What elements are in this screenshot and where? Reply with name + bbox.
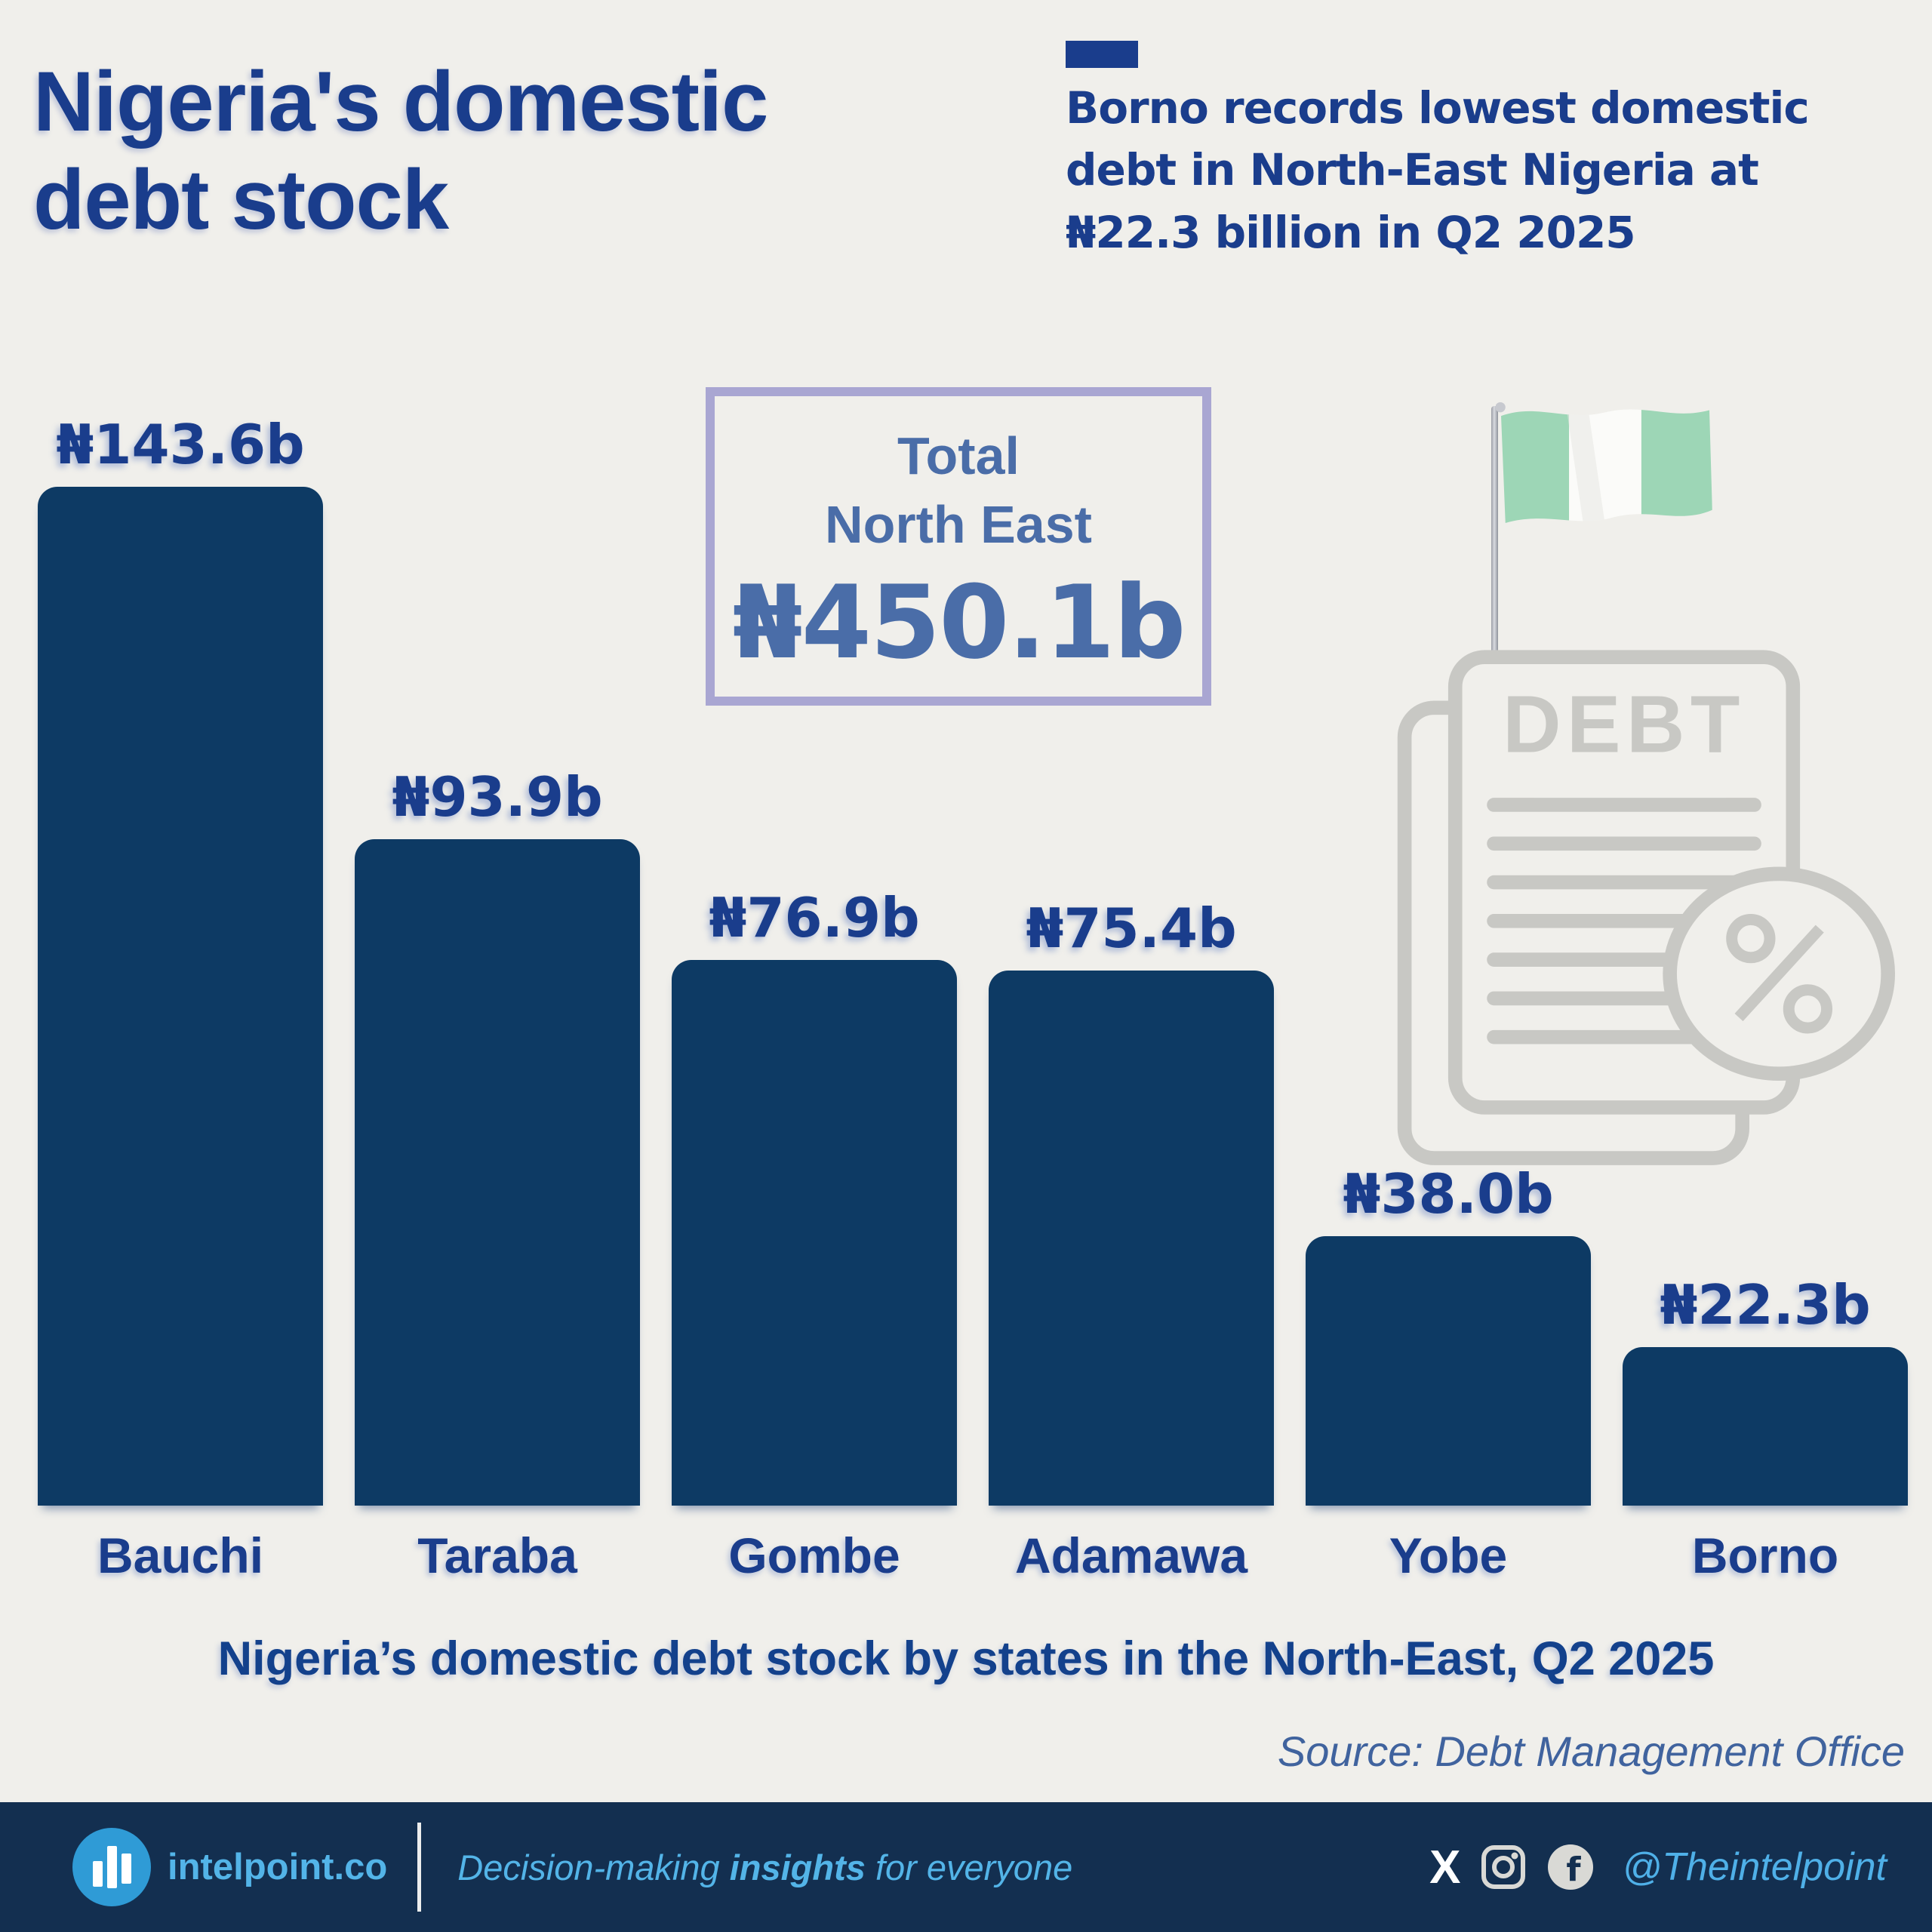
footer-divider: [417, 1823, 422, 1912]
bar-column-taraba: ₦93.9b Taraba: [355, 765, 640, 1583]
bar-value-label: ₦143.6b: [56, 413, 305, 476]
bar-column-gombe: ₦76.9b Gombe: [672, 886, 957, 1583]
bar-category-label: Yobe: [1389, 1527, 1508, 1583]
headline-dash: [1066, 41, 1138, 68]
intelpoint-logo-icon: [72, 1828, 151, 1906]
bar-value-label: ₦38.0b: [1343, 1162, 1554, 1226]
bar-column-bauchi: ₦143.6b Bauchi: [38, 413, 323, 1583]
nigeria-flag-icon: [1496, 401, 1712, 523]
bar-category-label: Bauchi: [97, 1527, 264, 1583]
total-north-east-box: Total North East ₦450.1b: [706, 387, 1211, 706]
chart-caption: Nigeria’s domestic debt stock by states …: [217, 1632, 1715, 1685]
bar: [672, 960, 957, 1506]
facebook-icon: f: [1548, 1844, 1594, 1890]
bar-value-label: ₦76.9b: [709, 886, 920, 949]
percent-icon: [1726, 914, 1833, 1034]
bar: [355, 839, 640, 1506]
bar-category-label: Taraba: [417, 1527, 577, 1583]
footer-bar: intelpoint.co Decision-making insights f…: [0, 1802, 1932, 1932]
bar-value-label: ₦22.3b: [1660, 1273, 1871, 1337]
bar: [989, 971, 1274, 1506]
bar-value-label: ₦93.9b: [392, 765, 603, 829]
flag-pole: [1491, 406, 1498, 820]
bar-column-borno: ₦22.3b Borno: [1623, 1273, 1908, 1583]
bar-category-label: Adamawa: [1014, 1527, 1248, 1583]
bar-value-label: ₦75.4b: [1026, 897, 1237, 960]
bar-column-yobe: ₦38.0b Yobe: [1306, 1162, 1591, 1583]
bar: [1623, 1347, 1908, 1506]
bar-column-adamawa: ₦75.4b Adamawa: [989, 897, 1274, 1583]
bar: [1306, 1236, 1591, 1506]
total-box-value: ₦450.1b: [732, 564, 1186, 681]
bar: [38, 487, 323, 1506]
instagram-icon: [1481, 1845, 1526, 1889]
brand-name: intelpoint.co: [168, 1847, 388, 1887]
social-links: X f @Theintelpoint: [1429, 1841, 1887, 1894]
debt-document-icon: DEBT: [1397, 650, 1896, 1165]
footer-tagline: Decision-making insights for everyone: [457, 1847, 1073, 1887]
bar-category-label: Borno: [1691, 1527, 1839, 1583]
svg-text:f: f: [1567, 1850, 1582, 1889]
social-handle: @Theintelpoint: [1622, 1845, 1887, 1889]
source-credit: Source: Debt Management Office: [1277, 1727, 1905, 1775]
total-box-label: Total North East: [825, 426, 1092, 554]
headline-text: Borno records lowest domestic debt in No…: [1066, 82, 1810, 258]
bar-category-label: Gombe: [728, 1527, 900, 1583]
debt-doc-label: DEBT: [1503, 679, 1746, 770]
page-title: Nigeria's domestic debt stock: [33, 54, 768, 247]
x-icon: X: [1429, 1841, 1461, 1894]
